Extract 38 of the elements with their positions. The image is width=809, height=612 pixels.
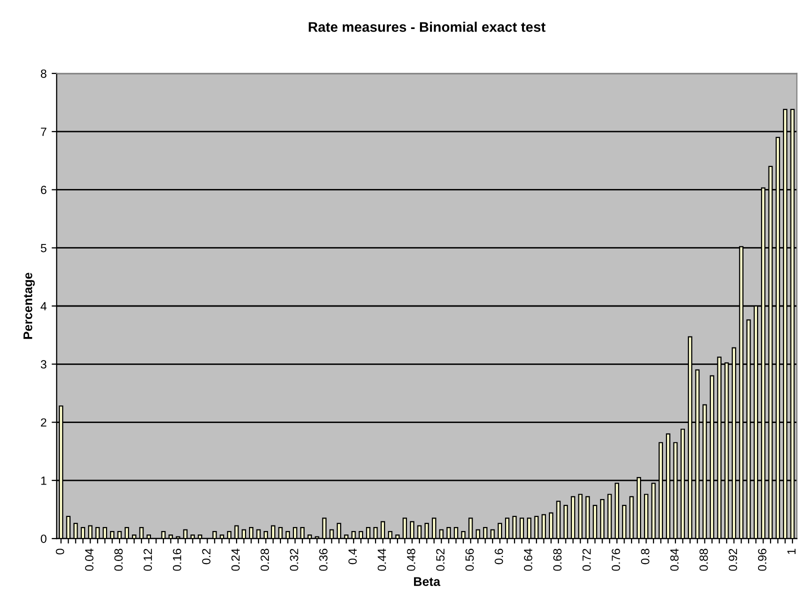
x-tick-label: 0.28	[260, 548, 269, 571]
x-tick-label: 0.84	[670, 548, 679, 571]
x-tick-label: 0.96	[758, 548, 766, 571]
x-tick-label: 0.48	[406, 548, 416, 571]
y-tick-label: 8	[40, 69, 46, 78]
y-tick-label: 0	[40, 534, 46, 543]
x-tick-label: 0.68	[553, 548, 562, 571]
x-tick-label: 0.6	[494, 548, 504, 564]
x-tick-label: 0.64	[524, 548, 532, 571]
x-tick-label: 0.8	[640, 548, 650, 564]
x-tick-label: 0.2	[202, 548, 210, 564]
x-tick-label: 1	[787, 548, 796, 554]
x-axis-title: Beta	[414, 577, 440, 586]
x-tick-label: 0.72	[582, 548, 591, 571]
x-tick-label: 0.12	[144, 548, 152, 571]
y-tick-label: 6	[40, 186, 46, 194]
x-tick-label: 0.92	[728, 548, 738, 571]
x-tick-label: 0.56	[465, 548, 474, 571]
x-tick-label: 0.4	[348, 548, 357, 564]
x-tick-label: 0.76	[612, 548, 620, 571]
x-tick-label: 0.32	[290, 548, 298, 571]
x-tick-label: 0.08	[114, 548, 123, 571]
y-tick-label: 1	[41, 476, 46, 485]
x-tick-label: 0	[56, 548, 64, 554]
x-tick-label: 0.04	[85, 548, 94, 571]
x-tick-label: 0.36	[319, 548, 328, 571]
x-tick-label: 0.88	[700, 548, 708, 571]
chart-title: Rate measures - Binomial exact test	[308, 22, 546, 32]
x-tick-label: 0.24	[231, 548, 240, 571]
x-tick-label: 0.52	[436, 548, 445, 571]
y-tick-label: 4	[40, 302, 47, 310]
x-tick-label: 0.44	[378, 548, 386, 571]
y-axis-title: Percentage	[24, 272, 35, 339]
x-tick-label: 0.16	[172, 548, 182, 571]
y-tick-label: 7	[40, 128, 46, 136]
y-tick-label: 2	[40, 418, 46, 427]
y-tick-label: 5	[40, 244, 46, 252]
y-tick-label: 3	[40, 360, 46, 369]
